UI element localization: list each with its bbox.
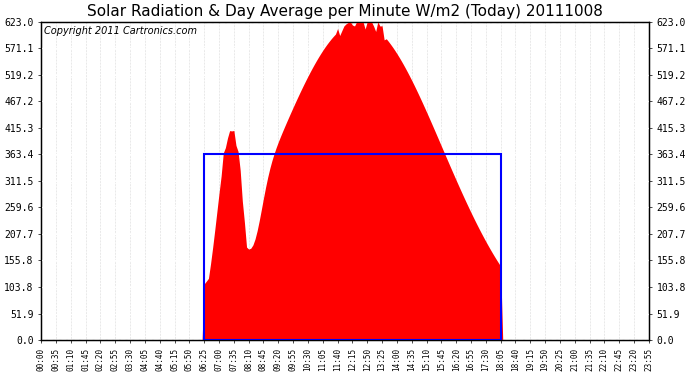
Title: Solar Radiation & Day Average per Minute W/m2 (Today) 20111008: Solar Radiation & Day Average per Minute… xyxy=(87,4,603,19)
Text: Copyright 2011 Cartronics.com: Copyright 2011 Cartronics.com xyxy=(44,27,197,36)
Bar xyxy=(204,154,501,340)
